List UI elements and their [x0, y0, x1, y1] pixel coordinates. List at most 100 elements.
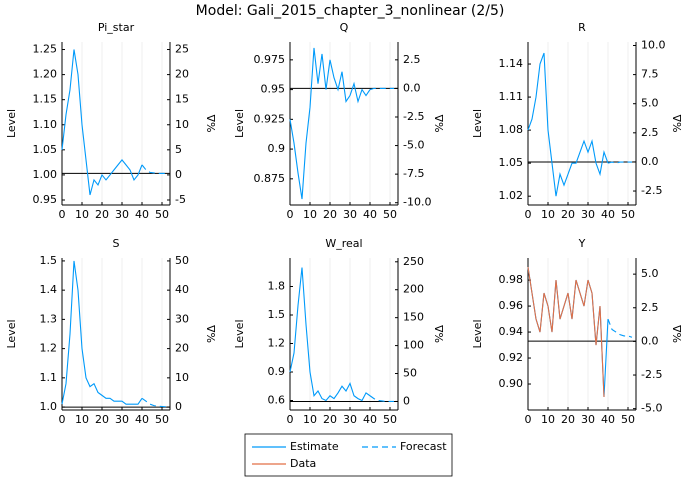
series-line: Forecast [369, 395, 394, 402]
y-axis-label: Level [233, 109, 246, 138]
y-axis-label: Level [471, 109, 484, 138]
y2-tick-label: 0 [175, 168, 182, 181]
y2-tick-label: 0 [175, 400, 182, 413]
x-tick-label: 20 [95, 413, 109, 426]
legend-label: Forecast [400, 440, 447, 453]
y-tick-label: 0.9 [268, 142, 286, 155]
y-tick-label: 1.10 [33, 118, 58, 131]
y-tick-label: 1.11 [499, 90, 524, 103]
series-line: Estimate [61, 49, 143, 196]
y2-axis-label: %Δ [671, 114, 684, 132]
series-line: Estimate [289, 47, 371, 200]
y-tick-label: 1.25 [33, 43, 58, 56]
x-tick-label: 40 [601, 413, 615, 426]
x-tick-label: 0 [287, 208, 294, 221]
y2-tick-label: -5.0 [641, 402, 662, 415]
series-line: Forecast [141, 164, 166, 174]
y2-axis-label: %Δ [433, 114, 446, 132]
y-tick-label: 1.02 [499, 189, 524, 202]
x-tick-label: 30 [115, 413, 129, 426]
y-tick-label: 0.96 [499, 299, 524, 312]
x-tick-label: 20 [561, 208, 575, 221]
y2-tick-label: 200 [403, 283, 424, 296]
x-tick-label: 30 [115, 208, 129, 221]
series-line: Estimate [61, 260, 143, 405]
x-tick-label: 0 [59, 208, 66, 221]
y-axis-label: Level [233, 319, 246, 348]
x-tick-label: 50 [155, 208, 169, 221]
y-tick-label: 1.2 [40, 342, 58, 355]
y2-tick-label: 15 [175, 93, 189, 106]
x-tick-label: 10 [75, 413, 89, 426]
y-tick-label: 1.5 [268, 308, 286, 321]
y2-tick-label: 10 [175, 118, 189, 131]
subplot-title: Pi_star [98, 21, 135, 34]
y2-tick-label: -10.0 [403, 196, 431, 209]
series-line: Forecast [607, 161, 632, 164]
y-tick-label: 1.3 [40, 312, 58, 325]
y2-axis-label: %Δ [205, 325, 218, 343]
y-tick-label: 1.4 [40, 283, 58, 296]
x-tick-label: 0 [525, 208, 532, 221]
x-tick-label: 50 [621, 413, 635, 426]
series-line: Estimate [289, 267, 371, 402]
subplot-title: Q [340, 21, 349, 34]
x-tick-label: 40 [135, 208, 149, 221]
y-tick-label: 0.875 [254, 172, 286, 185]
y-tick-label: 1.05 [499, 156, 524, 169]
y2-tick-label: 30 [175, 312, 189, 325]
y2-tick-label: -5 [175, 193, 186, 206]
y-tick-label: 0.94 [499, 325, 524, 338]
y2-tick-label: 20 [175, 342, 189, 355]
x-tick-label: 20 [561, 413, 575, 426]
series-line: Forecast [369, 87, 394, 91]
y2-tick-label: 50 [403, 367, 417, 380]
x-tick-label: 20 [323, 208, 337, 221]
y2-tick-label: 150 [403, 311, 424, 324]
y2-tick-label: -2.5 [641, 368, 662, 381]
x-tick-label: 30 [343, 208, 357, 221]
y2-tick-label: 2.5 [641, 301, 659, 314]
y-tick-label: 1.15 [33, 93, 58, 106]
y2-tick-label: 0.0 [641, 155, 659, 168]
x-tick-label: 0 [59, 413, 66, 426]
x-tick-label: 30 [581, 208, 595, 221]
series-line: Data [527, 267, 605, 398]
x-tick-label: 0 [287, 413, 294, 426]
x-tick-label: 40 [601, 208, 615, 221]
y-tick-label: 1.14 [499, 57, 524, 70]
y2-tick-label: 25 [175, 43, 189, 56]
y-tick-label: 0.975 [254, 53, 286, 66]
y2-axis-label: %Δ [205, 114, 218, 132]
y-tick-label: 0.92 [499, 351, 524, 364]
y-tick-label: 1.2 [268, 337, 286, 350]
y2-tick-label: 40 [175, 283, 189, 296]
y2-axis-label: %Δ [671, 325, 684, 343]
y2-tick-label: 0.0 [641, 334, 659, 347]
y-tick-label: 0.925 [254, 112, 286, 125]
x-tick-label: 50 [383, 208, 397, 221]
y2-tick-label: 2.5 [641, 126, 659, 139]
x-tick-label: 40 [363, 208, 377, 221]
y2-tick-label: -5.0 [403, 139, 424, 152]
legend-box [244, 433, 453, 477]
y2-tick-label: -2.5 [403, 110, 424, 123]
y-tick-label: 0.90 [499, 377, 524, 390]
y-tick-label: 1.08 [499, 123, 524, 136]
y2-tick-label: 0 [403, 394, 410, 407]
y2-tick-label: 5.0 [641, 97, 659, 110]
y-tick-label: 1.5 [40, 254, 58, 267]
subplot-title: W_real [325, 237, 362, 250]
legend-label: Estimate [290, 440, 339, 453]
x-tick-label: 50 [621, 208, 635, 221]
x-tick-label: 20 [95, 208, 109, 221]
y-tick-label: 0.95 [33, 193, 58, 206]
subplot-title: S [113, 237, 120, 250]
x-tick-label: 10 [75, 208, 89, 221]
subplot-title: Y [578, 237, 586, 250]
y2-tick-label: 10 [175, 371, 189, 384]
y2-tick-label: 0.0 [403, 81, 421, 94]
y2-tick-label: 2.5 [403, 53, 421, 66]
y-tick-label: 1.00 [33, 168, 58, 181]
y-axis-label: Level [5, 109, 18, 138]
